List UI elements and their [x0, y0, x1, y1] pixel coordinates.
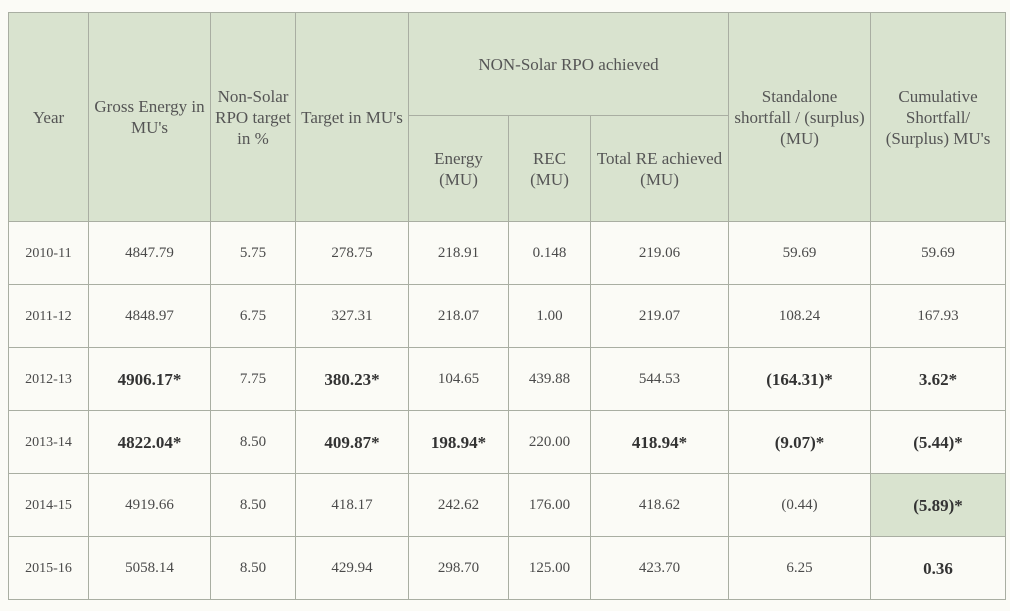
value-cell: 6.75 [211, 285, 296, 348]
year-cell: 2013-14 [9, 411, 89, 474]
group-header: NON-Solar RPO achieved [409, 13, 729, 116]
column-header: Cumulative Shortfall/ (Surplus) MU's [871, 13, 1006, 222]
year-cell: 2014-15 [9, 474, 89, 537]
value-cell: 1.00 [509, 285, 591, 348]
value-cell: (5.44)* [871, 411, 1006, 474]
value-cell: (9.07)* [729, 411, 871, 474]
value-cell: 219.06 [591, 222, 729, 285]
value-cell: 4919.66 [89, 474, 211, 537]
value-cell: (164.31)* [729, 348, 871, 411]
value-cell: 218.91 [409, 222, 509, 285]
sub-header: Total RE achieved (MU) [591, 116, 729, 222]
value-cell: 418.62 [591, 474, 729, 537]
value-cell: 423.70 [591, 537, 729, 600]
value-cell: 219.07 [591, 285, 729, 348]
value-cell: 104.65 [409, 348, 509, 411]
value-cell: 6.25 [729, 537, 871, 600]
sub-header: REC (MU) [509, 116, 591, 222]
value-cell: 4847.79 [89, 222, 211, 285]
value-cell: 125.00 [509, 537, 591, 600]
year-cell: 2012-13 [9, 348, 89, 411]
value-cell: 220.00 [509, 411, 591, 474]
year-cell: 2010-11 [9, 222, 89, 285]
value-cell: 59.69 [729, 222, 871, 285]
value-cell: 167.93 [871, 285, 1006, 348]
value-cell: 418.94* [591, 411, 729, 474]
value-cell: 0.148 [509, 222, 591, 285]
column-header: Non-Solar RPO target in % [211, 13, 296, 222]
value-cell: 3.62* [871, 348, 1006, 411]
value-cell: 0.36 [871, 537, 1006, 600]
value-cell: 380.23* [296, 348, 409, 411]
value-cell: 108.24 [729, 285, 871, 348]
value-cell: 439.88 [509, 348, 591, 411]
value-cell: 327.31 [296, 285, 409, 348]
value-cell: 4848.97 [89, 285, 211, 348]
value-cell: 176.00 [509, 474, 591, 537]
value-cell: 278.75 [296, 222, 409, 285]
value-cell: 8.50 [211, 474, 296, 537]
column-header: Standalone shortfall / (surplus) (MU) [729, 13, 871, 222]
value-cell: 418.17 [296, 474, 409, 537]
value-cell: 5.75 [211, 222, 296, 285]
year-cell: 2011-12 [9, 285, 89, 348]
value-cell: 409.87* [296, 411, 409, 474]
value-cell: 242.62 [409, 474, 509, 537]
value-cell: 198.94* [409, 411, 509, 474]
value-cell: 218.07 [409, 285, 509, 348]
value-cell: 59.69 [871, 222, 1006, 285]
value-cell: 7.75 [211, 348, 296, 411]
value-cell: 8.50 [211, 537, 296, 600]
value-cell: 5058.14 [89, 537, 211, 600]
year-cell: 2015-16 [9, 537, 89, 600]
column-header: Gross Energy in MU's [89, 13, 211, 222]
page: YearGross Energy in MU'sNon-Solar RPO ta… [0, 0, 1010, 611]
value-cell: 298.70 [409, 537, 509, 600]
value-cell: (5.89)* [871, 474, 1006, 537]
sub-header: Energy (MU) [409, 116, 509, 222]
value-cell: 4906.17* [89, 348, 211, 411]
value-cell: 429.94 [296, 537, 409, 600]
value-cell: (0.44) [729, 474, 871, 537]
value-cell: 8.50 [211, 411, 296, 474]
value-cell: 4822.04* [89, 411, 211, 474]
column-header: Year [9, 13, 89, 222]
value-cell: 544.53 [591, 348, 729, 411]
column-header: Target in MU's [296, 13, 409, 222]
